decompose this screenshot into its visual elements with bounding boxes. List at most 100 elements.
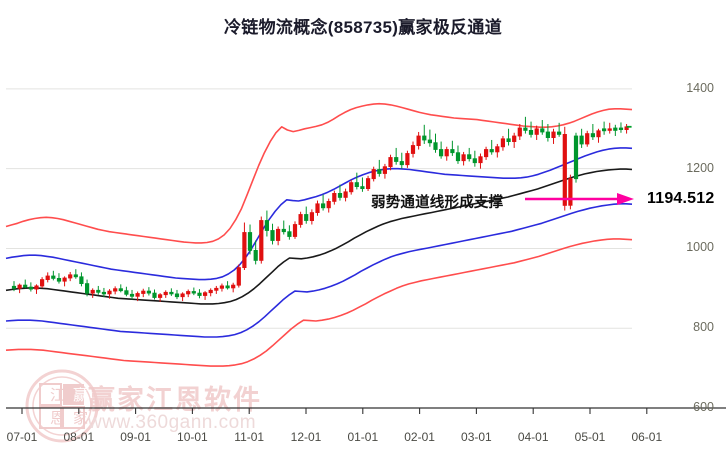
candle-body bbox=[410, 145, 416, 154]
candle-body bbox=[186, 291, 191, 295]
page-title: 冷链物流概念(858735)赢家极反通道 bbox=[223, 18, 503, 37]
band-line bbox=[5, 238, 633, 367]
candle-body bbox=[495, 146, 500, 153]
svg-text:江: 江 bbox=[50, 387, 65, 404]
candle-body bbox=[489, 149, 494, 153]
candle-body bbox=[416, 135, 421, 147]
candle-body bbox=[545, 131, 551, 138]
candle-body bbox=[68, 274, 73, 279]
candle-body bbox=[540, 128, 545, 133]
candle-body bbox=[275, 228, 281, 241]
annotation-text: 弱势通道线形成支撑 bbox=[371, 195, 504, 211]
candle-body bbox=[371, 169, 376, 180]
candle-body bbox=[264, 220, 270, 231]
candle-body bbox=[191, 291, 196, 294]
candle-body bbox=[360, 186, 365, 190]
candle-body bbox=[523, 127, 528, 131]
candle-body bbox=[90, 289, 95, 294]
candle-body bbox=[135, 293, 140, 297]
candle-body bbox=[247, 232, 253, 251]
candle-body bbox=[405, 153, 410, 166]
candle-body bbox=[320, 203, 326, 209]
candle-body bbox=[157, 294, 163, 298]
band-line bbox=[5, 147, 633, 281]
candle-body bbox=[534, 128, 539, 135]
x-axis-tick-label: 09-01 bbox=[120, 430, 151, 444]
candle-body bbox=[23, 284, 28, 288]
candle-body bbox=[422, 135, 427, 141]
candle-body bbox=[478, 156, 483, 164]
y-axis-tick-label: 1400 bbox=[686, 80, 714, 95]
candle-body bbox=[472, 158, 477, 164]
candle-body bbox=[242, 232, 247, 268]
candle-body bbox=[607, 128, 612, 131]
candle-body bbox=[517, 127, 522, 137]
candle-body bbox=[292, 224, 298, 237]
candle-body bbox=[467, 154, 472, 160]
candle-body bbox=[79, 276, 84, 284]
y-axis-tick-label: 1000 bbox=[686, 240, 714, 255]
x-axis-tick-label: 03-01 bbox=[461, 430, 492, 444]
candle-body bbox=[85, 283, 90, 294]
candle-body bbox=[270, 230, 275, 241]
candle-body bbox=[618, 127, 624, 131]
candle-body bbox=[56, 277, 62, 282]
candle-body bbox=[253, 249, 258, 261]
x-axis-tick-label: 12-01 bbox=[290, 430, 322, 444]
candle-body bbox=[236, 267, 241, 286]
candle-body bbox=[231, 284, 236, 289]
candle-body bbox=[343, 191, 348, 198]
x-axis-tick-label: 11-01 bbox=[234, 430, 265, 444]
candle-body bbox=[455, 152, 461, 162]
candle-body bbox=[298, 214, 303, 225]
candle-body bbox=[152, 292, 157, 298]
candle-body bbox=[326, 200, 331, 209]
candle-body bbox=[562, 133, 567, 206]
svg-text:恩: 恩 bbox=[50, 410, 65, 427]
candle-body bbox=[113, 288, 118, 292]
candle-body bbox=[382, 166, 388, 174]
candle-body bbox=[309, 212, 315, 222]
candle-body bbox=[450, 149, 455, 154]
candle-body bbox=[590, 133, 596, 138]
candle-body bbox=[337, 192, 343, 198]
x-axis-tick-label: 02-01 bbox=[404, 430, 435, 444]
candle-body bbox=[613, 127, 618, 131]
candle-body bbox=[225, 285, 230, 289]
candle-body bbox=[585, 133, 590, 145]
candle-body bbox=[287, 231, 292, 237]
svg-text:家: 家 bbox=[73, 410, 88, 427]
x-axis-tick-label: 01-01 bbox=[347, 430, 379, 444]
x-axis-tick-label: 04-01 bbox=[517, 430, 549, 444]
candle-body bbox=[96, 289, 101, 293]
svg-text:赢: 赢 bbox=[73, 387, 88, 404]
candle-body bbox=[315, 203, 320, 214]
candle-body bbox=[377, 169, 382, 174]
candle-body bbox=[444, 149, 449, 157]
candle-body bbox=[202, 292, 208, 296]
candle-body bbox=[118, 288, 123, 292]
candle-body bbox=[354, 182, 359, 188]
candle-body bbox=[332, 192, 337, 202]
candle-body bbox=[461, 154, 466, 162]
candle-body bbox=[34, 285, 39, 290]
candle-body bbox=[208, 289, 213, 294]
candle-body bbox=[281, 228, 286, 233]
candle-body bbox=[28, 286, 34, 290]
watermark-brand: 赢家江恩软件 bbox=[88, 385, 262, 415]
candle-body bbox=[304, 214, 309, 221]
candle-body bbox=[427, 139, 433, 144]
x-axis-tick-label: 07-01 bbox=[6, 430, 38, 444]
candle-body bbox=[433, 142, 438, 150]
candle-body bbox=[62, 277, 67, 282]
candle-body bbox=[602, 128, 607, 132]
candle-body bbox=[568, 178, 573, 206]
x-axis-tick-label: 05-01 bbox=[574, 430, 606, 444]
annotation-arrow-head bbox=[617, 193, 634, 205]
candle-body bbox=[141, 290, 146, 294]
candle-body bbox=[180, 293, 185, 298]
candle-body bbox=[219, 285, 224, 289]
candle-body bbox=[506, 138, 511, 143]
candle-body bbox=[483, 149, 489, 158]
